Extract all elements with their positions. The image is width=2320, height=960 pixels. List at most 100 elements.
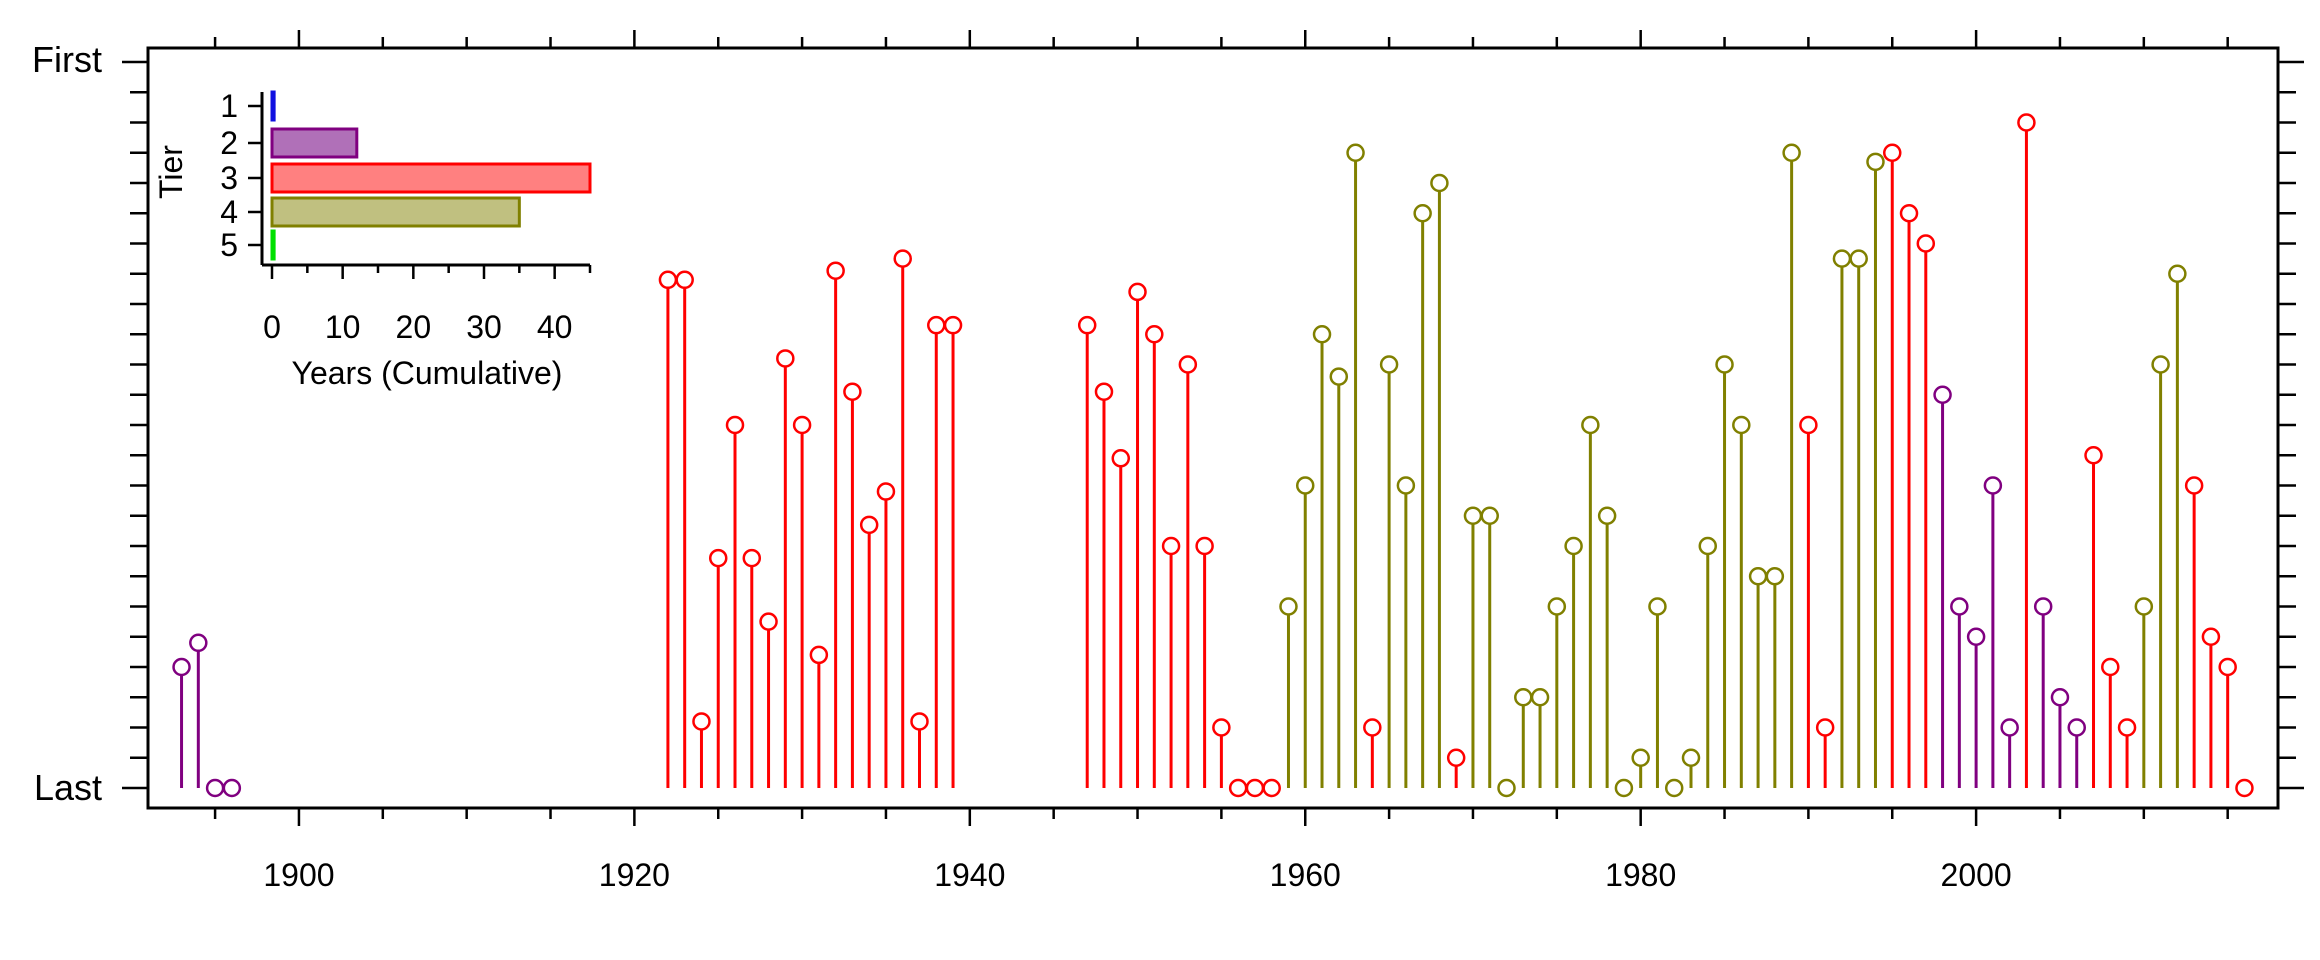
lollipop-marker [1681,748,1701,767]
lollipop-marker [1312,325,1332,344]
lollipop-marker [1363,718,1382,737]
lollipop-marker [1715,355,1734,374]
inset-x-axis-title: Years (Cumulative) [292,355,563,391]
lollipop-marker [1899,204,1919,223]
main-axes: 1900 1920 1940 1960 1980 2000 [122,30,2304,893]
y-bottom-label: Last [34,767,102,808]
lollipop-marker [1966,627,1986,646]
lollipop-marker [1832,249,1852,268]
lollipop-marker [675,270,694,290]
lollipop-marker [172,657,191,677]
inset-y-tick-label: 3 [220,160,238,196]
lollipop-marker [2168,264,2187,283]
lollipop-marker [1262,778,1281,798]
lollipop-marker [1463,506,1483,525]
lollipop-marker [658,270,678,290]
lollipop-marker [2067,718,2086,737]
lollipop-marker [205,778,225,798]
lollipop-marker [1866,152,1885,172]
lollipop-marker [1128,282,1147,302]
lollipop-marker [1631,748,1650,767]
inset-y-axis-title: Tier [153,145,189,199]
y-top-label: First [32,39,102,80]
x-tick-label: 1960 [1270,857,1341,893]
lollipop-marker [1547,597,1567,616]
lollipop-marker [1329,367,1349,386]
inset-x-tick-label: 10 [325,309,361,345]
lollipop-marker [1648,597,1667,616]
lollipop-marker [1614,778,1634,798]
lollipop-marker [809,645,829,665]
lollipop-marker [859,515,879,535]
lollipop-marker [1933,385,1952,404]
inset-bar [270,90,276,122]
lollipop-marker [725,415,745,435]
lollipop-marker [2184,476,2204,495]
lollipop-marker [1212,718,1231,737]
lollipop-marker [1178,355,1198,374]
lollipop-marker [1698,536,1718,556]
lollipop-marker [1228,778,1248,798]
lollipop-marker [1279,597,1298,616]
lollipop-marker [2134,597,2154,616]
lollipop-marker [1111,449,1131,468]
lollipop-marker [1664,778,1684,798]
lollipop-marker [943,315,963,335]
lollipop-marker [1765,567,1785,586]
lollipop-marker [927,315,946,335]
x-tick-label: 1900 [263,857,334,893]
lollipop-marker [1346,143,1365,162]
lollipop-marker [692,712,711,731]
inset-x-tick-label: 20 [396,309,432,345]
lollipop-marker [2000,718,2019,737]
lollipop-marker [1564,536,1583,556]
plot-frame [146,46,2280,810]
lollipop-marker [708,548,728,568]
lollipop-marker [1950,597,1969,616]
lollipop-marker [1161,536,1181,556]
lollipop-marker [1245,778,1265,798]
lollipop-marker [1396,476,1416,495]
lollipop-marker [2218,657,2237,677]
main-marks [172,113,2254,798]
lollipop-marker [1849,249,1868,268]
lollipop-marker [2084,446,2103,465]
lollipop-marker [1732,415,1751,435]
lollipop-marker [1983,476,2003,495]
lollipop-marker [1195,536,1214,556]
lollipop-marker [1597,506,1617,525]
lollipop-marker [1497,778,1516,798]
lollipop-marker [2033,597,2053,616]
lollipop-marker [792,415,812,435]
lollipop-marker [2201,627,2221,646]
lollipop-marker [742,548,762,568]
lollipop-marker [876,482,896,501]
x-tick-label: 2000 [1941,857,2012,893]
lollipop-marker [1413,204,1432,223]
inset-y-tick-label: 2 [220,125,238,161]
lollipop-marker [1916,234,1936,253]
lollipop-marker [2017,113,2036,132]
lollipop-marker [1782,143,1801,162]
lollipop-marker [1430,173,1449,193]
lollipop-marker [759,612,778,631]
inset-x-tick-label: 40 [537,309,573,345]
lollipop-marker [910,712,929,731]
lollipop-marker [2050,688,2070,707]
inset-bar [270,162,592,194]
lollipop-marker [1530,688,1550,707]
lollipop-marker [843,382,862,401]
lollipop-marker [1480,506,1499,525]
lollipop-marker [1799,415,1818,435]
lollipop-marker [1094,382,1114,401]
x-tick-label: 1920 [599,857,670,893]
lollipop-marker [2101,657,2120,677]
lollipop-marker [2235,778,2254,798]
lollipop-marker [1145,325,1164,344]
inset-y-tick-label: 5 [220,227,238,263]
lollipop-marker [1748,567,1768,586]
lollipop-marker [1379,355,1399,374]
lollipop-marker [1446,748,1466,767]
lollipop-marker [776,349,795,368]
